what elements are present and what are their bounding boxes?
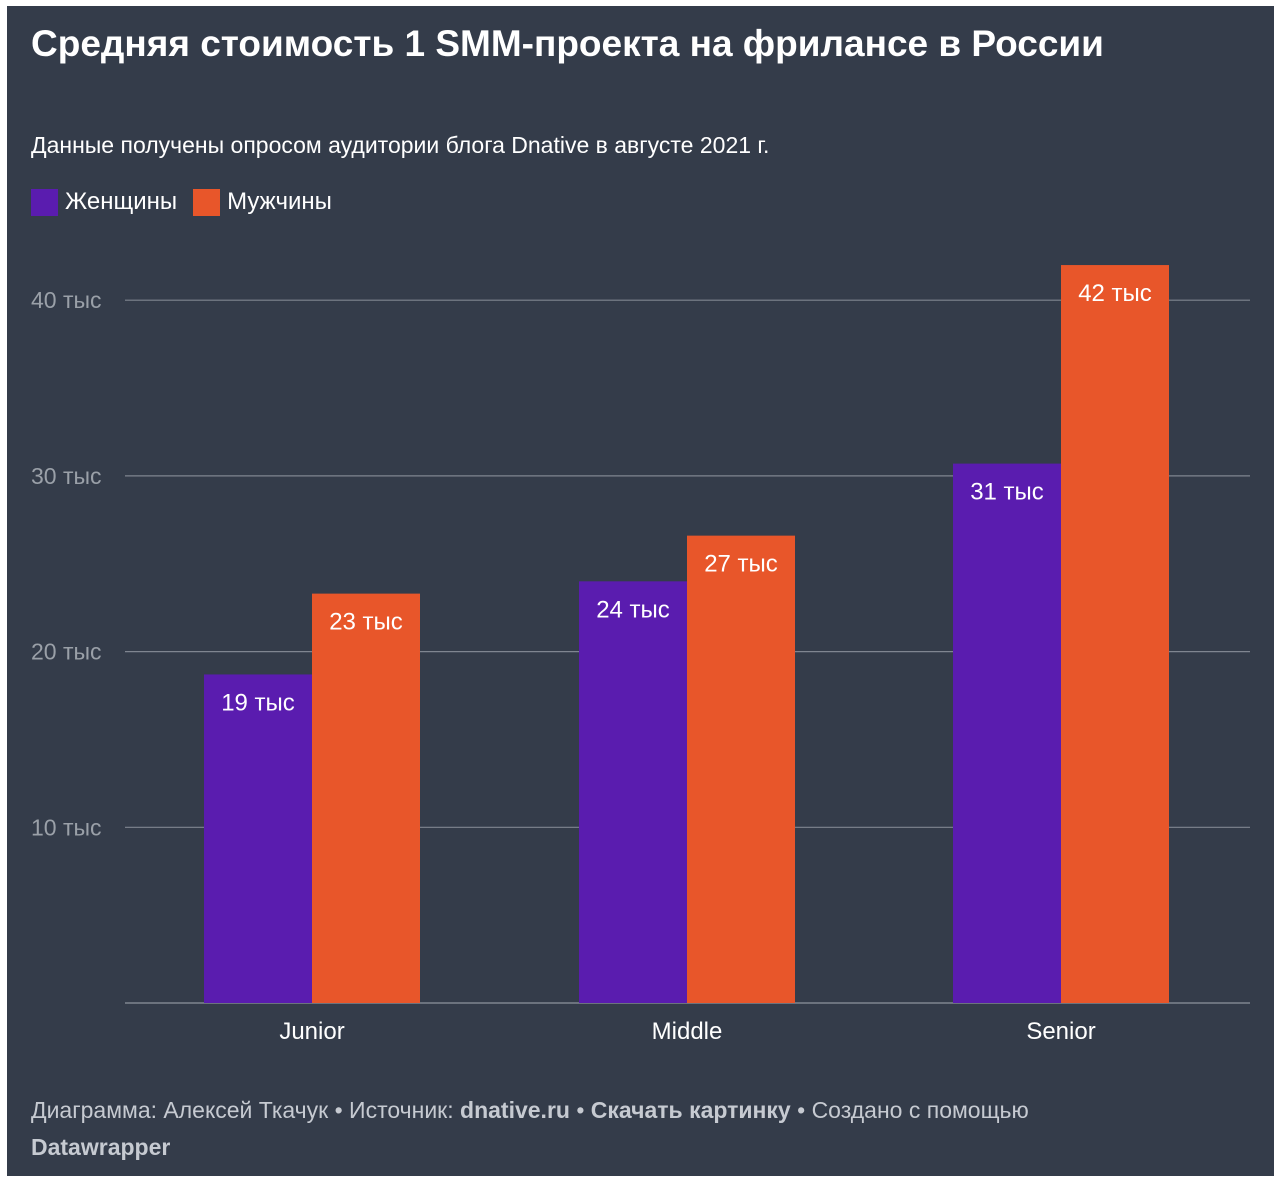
x-category-label-senior: Senior (1026, 1018, 1095, 1045)
legend-label-women: Женщины (65, 188, 178, 215)
source-link[interactable]: dnative.ru (460, 1097, 570, 1123)
chart-title: Средняя стоимость 1 SMM-проекта на фрила… (31, 23, 1104, 64)
x-category-label-middle: Middle (652, 1018, 723, 1045)
data-label-junior-women: 19 тыс (221, 689, 295, 716)
bar-junior-women (204, 674, 312, 1003)
download-image-link[interactable]: Скачать картинку (590, 1097, 791, 1123)
bar-senior-men (1061, 265, 1169, 1003)
chart-card: Средняя стоимость 1 SMM-проекта на фрила… (7, 6, 1274, 1176)
data-label-junior-men: 23 тыс (329, 609, 403, 636)
bar-senior-women (953, 463, 1061, 1003)
data-label-middle-men: 27 тыс (704, 551, 778, 578)
bar-middle-men (687, 535, 795, 1003)
x-category-label-junior: Junior (279, 1018, 344, 1045)
y-tick-label-30: 30 тыс (31, 463, 102, 489)
legend-item-men: Мужчины (193, 188, 332, 216)
chart-subtitle: Данные получены опросом аудитории блога … (31, 132, 770, 158)
footer: Диаграмма: Алексей Ткачук • Источник: dn… (31, 1092, 1231, 1166)
legend-swatch-women (31, 188, 58, 216)
data-label-senior-men: 42 тыс (1078, 280, 1152, 307)
bar-chart: 10 тыс 20 тыс 30 тыс 40 тыс 19 тыс 23 тыс Juni… (31, 265, 1250, 1045)
bar-middle-women (579, 581, 687, 1003)
legend: Женщины Мужчины (31, 188, 348, 216)
y-tick-label-10: 10 тыс (31, 814, 102, 840)
data-label-senior-women: 31 тыс (970, 479, 1044, 506)
y-tick-label-20: 20 тыс (31, 639, 102, 665)
y-tick-label-40: 40 тыс (31, 287, 102, 313)
data-label-middle-women: 24 тыс (596, 596, 670, 623)
footer-credits: Диаграмма: Алексей Ткачук • Источник: (31, 1097, 461, 1123)
datawrapper-link[interactable]: Datawrapper (31, 1134, 171, 1160)
legend-label-men: Мужчины (227, 188, 332, 215)
bar-junior-men (312, 593, 420, 1003)
legend-swatch-men (193, 188, 221, 216)
legend-item-women: Женщины (31, 188, 177, 216)
footer-separator: • (569, 1097, 591, 1123)
footer-created: • Создано с помощью (790, 1097, 1029, 1123)
